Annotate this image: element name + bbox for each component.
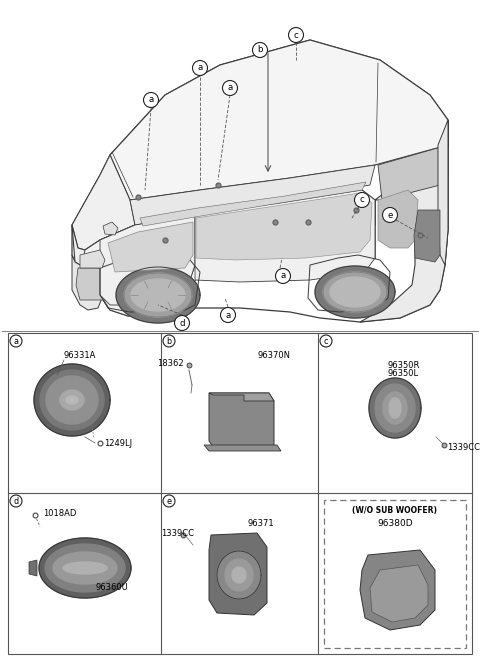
Polygon shape — [389, 398, 401, 418]
Text: 1249LJ: 1249LJ — [104, 438, 132, 447]
Polygon shape — [110, 40, 448, 200]
Circle shape — [163, 495, 175, 507]
Polygon shape — [378, 145, 448, 200]
Circle shape — [320, 335, 332, 347]
Text: a: a — [197, 64, 203, 73]
Polygon shape — [40, 370, 104, 430]
Polygon shape — [217, 551, 261, 599]
Circle shape — [355, 192, 370, 207]
Circle shape — [10, 495, 22, 507]
Text: b: b — [257, 45, 263, 54]
Text: d: d — [179, 319, 185, 327]
Text: 96331A: 96331A — [64, 350, 96, 359]
Polygon shape — [378, 190, 418, 248]
Polygon shape — [46, 376, 98, 424]
Polygon shape — [414, 210, 440, 262]
Circle shape — [223, 81, 238, 96]
Polygon shape — [29, 560, 37, 576]
Polygon shape — [323, 272, 387, 312]
Circle shape — [276, 268, 290, 283]
Polygon shape — [72, 190, 375, 268]
Polygon shape — [315, 266, 395, 318]
Polygon shape — [63, 562, 107, 574]
Polygon shape — [53, 552, 117, 584]
Circle shape — [383, 207, 397, 222]
Text: 1339CC: 1339CC — [447, 443, 480, 451]
Polygon shape — [209, 533, 267, 615]
Polygon shape — [100, 215, 195, 305]
Polygon shape — [39, 538, 131, 598]
Text: a: a — [226, 310, 230, 319]
Text: a: a — [148, 96, 154, 104]
Polygon shape — [370, 565, 428, 622]
Polygon shape — [232, 567, 246, 583]
Text: 96350R: 96350R — [387, 361, 420, 369]
Circle shape — [10, 335, 22, 347]
Polygon shape — [80, 215, 195, 316]
Polygon shape — [60, 390, 84, 410]
Text: 96380D: 96380D — [377, 520, 413, 529]
Polygon shape — [34, 364, 110, 436]
Text: a: a — [228, 83, 233, 92]
Circle shape — [192, 60, 207, 75]
Text: (W/O SUB WOOFER): (W/O SUB WOOFER) — [352, 506, 437, 514]
Polygon shape — [131, 279, 185, 311]
Polygon shape — [72, 255, 105, 310]
Polygon shape — [330, 277, 380, 307]
Polygon shape — [383, 392, 407, 424]
Text: a: a — [280, 272, 286, 281]
Polygon shape — [140, 182, 366, 226]
Polygon shape — [80, 250, 105, 268]
Polygon shape — [360, 550, 435, 630]
Circle shape — [288, 28, 303, 43]
Polygon shape — [45, 544, 125, 592]
Polygon shape — [360, 145, 448, 322]
Polygon shape — [72, 155, 135, 250]
Polygon shape — [103, 222, 118, 235]
Text: 96371: 96371 — [247, 518, 274, 527]
Circle shape — [220, 308, 236, 323]
Polygon shape — [72, 40, 448, 322]
Circle shape — [252, 43, 267, 58]
Text: e: e — [167, 497, 171, 506]
Text: 1339CC: 1339CC — [161, 529, 194, 537]
Text: a: a — [13, 337, 19, 346]
Polygon shape — [195, 190, 375, 282]
Polygon shape — [438, 120, 448, 265]
Text: 96370N: 96370N — [257, 350, 290, 359]
Bar — [324, 500, 466, 648]
Text: e: e — [387, 211, 393, 220]
Bar — [8, 333, 472, 654]
Polygon shape — [124, 273, 192, 317]
Polygon shape — [209, 393, 274, 401]
Polygon shape — [204, 445, 281, 451]
Polygon shape — [375, 384, 415, 432]
Text: c: c — [294, 30, 299, 39]
Polygon shape — [225, 559, 253, 591]
Circle shape — [163, 335, 175, 347]
Polygon shape — [209, 393, 274, 448]
Polygon shape — [130, 165, 375, 225]
Text: b: b — [167, 337, 171, 346]
Text: c: c — [360, 195, 364, 205]
Polygon shape — [108, 222, 193, 272]
Text: 18362: 18362 — [157, 358, 184, 367]
Polygon shape — [369, 378, 421, 438]
Text: 1018AD: 1018AD — [43, 508, 76, 518]
Text: d: d — [13, 497, 19, 506]
Text: 96360U: 96360U — [95, 583, 128, 592]
Polygon shape — [196, 193, 372, 260]
Polygon shape — [76, 268, 108, 300]
Text: 96350L: 96350L — [387, 369, 418, 377]
Circle shape — [175, 316, 190, 331]
Polygon shape — [116, 267, 200, 323]
Text: c: c — [324, 337, 328, 346]
Polygon shape — [66, 396, 78, 404]
Circle shape — [144, 92, 158, 108]
